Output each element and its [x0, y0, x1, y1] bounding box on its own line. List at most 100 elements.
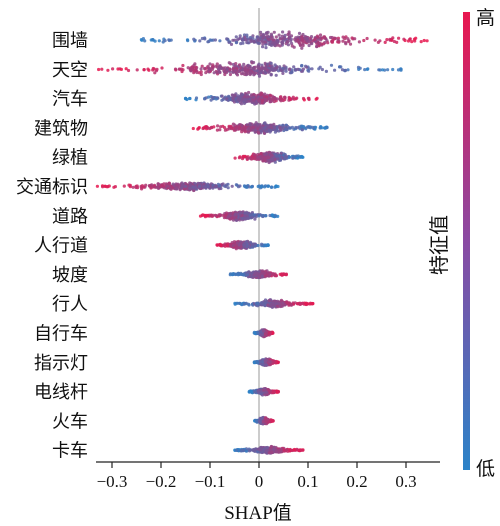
shap-point: [422, 38, 426, 43]
shap-point: [266, 30, 270, 34]
shap-point: [257, 65, 261, 69]
shap-point: [272, 30, 276, 34]
shap-point: [253, 331, 257, 335]
shap-point: [215, 243, 219, 247]
shap-point: [233, 93, 237, 97]
shap-point: [227, 94, 231, 98]
shap-point: [248, 156, 252, 160]
shap-point: [160, 183, 164, 187]
shap-point: [230, 184, 234, 188]
shap-point: [277, 33, 281, 37]
shap-point: [107, 184, 111, 188]
shap-point: [362, 38, 366, 43]
shap-point: [240, 92, 244, 97]
shap-point: [274, 274, 279, 278]
shap-point: [257, 157, 261, 161]
shap-point: [206, 126, 210, 130]
shap-point: [318, 33, 323, 37]
shap-point: [127, 183, 131, 187]
shap-point: [280, 272, 284, 276]
shap-point: [111, 67, 115, 71]
shap-point: [252, 361, 256, 365]
shap-point: [256, 38, 260, 42]
shap-point: [257, 41, 261, 45]
shap-point: [269, 43, 274, 48]
feature-row: [252, 328, 275, 339]
shap-point: [169, 185, 174, 189]
shap-point: [341, 35, 345, 39]
shap-point: [272, 38, 276, 42]
shap-point: [152, 67, 156, 71]
shap-point: [264, 332, 268, 336]
shap-point: [217, 184, 222, 188]
shap-point: [223, 214, 227, 218]
shap-point: [206, 40, 210, 44]
shap-point: [243, 35, 247, 40]
shap-point: [262, 214, 266, 218]
shap-point: [263, 359, 267, 363]
shap-point: [245, 185, 249, 189]
shap-point: [296, 39, 300, 43]
shap-point: [266, 184, 270, 188]
shap-point: [122, 184, 126, 188]
shap-point: [397, 36, 401, 40]
shap-point: [217, 213, 221, 217]
shap-point: [157, 39, 161, 43]
shap-point: [206, 214, 210, 218]
shap-point: [258, 123, 262, 127]
shap-point: [272, 126, 277, 130]
shap-point: [194, 185, 198, 189]
shap-point: [256, 331, 260, 335]
shap-point: [231, 244, 235, 248]
shap-point: [210, 38, 214, 42]
shap-point: [286, 40, 290, 44]
shap-point: [278, 44, 282, 48]
shap-point: [296, 67, 300, 71]
shap-point: [260, 274, 264, 278]
shap-point: [135, 68, 139, 72]
shap-point: [248, 273, 252, 277]
shap-point: [259, 152, 263, 156]
shap-point: [234, 35, 238, 39]
shap-point: [347, 39, 351, 43]
shap-point: [226, 186, 230, 190]
shap-point: [215, 128, 219, 132]
shap-point: [266, 159, 270, 163]
shap-point: [210, 126, 214, 130]
shap-point: [373, 38, 377, 42]
shap-point: [197, 184, 201, 188]
shap-point: [229, 62, 233, 66]
shap-point: [273, 63, 277, 67]
feature-row: [95, 181, 280, 193]
shap-point: [173, 67, 178, 71]
shap-point: [248, 35, 253, 40]
shap-point: [281, 301, 285, 305]
shap-point: [323, 36, 327, 40]
shap-point: [243, 72, 247, 76]
shap-point: [270, 97, 274, 101]
shap-point: [253, 217, 257, 221]
shap-point: [257, 184, 261, 188]
shap-point: [290, 97, 294, 101]
shap-point: [283, 37, 287, 41]
feature-row: [233, 150, 305, 165]
shap-point: [256, 127, 260, 131]
shap-point: [330, 40, 334, 44]
shap-point: [220, 94, 224, 98]
shap-point: [275, 302, 279, 306]
shap-point: [399, 67, 403, 71]
shap-point: [131, 185, 135, 189]
shap-point: [281, 71, 285, 75]
shap-point: [343, 69, 347, 73]
shap-point: [279, 97, 283, 101]
shap-point: [308, 36, 312, 40]
shap-point: [270, 213, 274, 217]
feature-row: [198, 210, 280, 222]
shap-point: [248, 122, 253, 127]
shap-point: [278, 156, 282, 160]
shap-point: [267, 360, 271, 364]
shap-point: [203, 213, 207, 218]
shap-point: [260, 91, 264, 96]
shap-point: [218, 70, 222, 74]
shap-point: [231, 67, 235, 71]
